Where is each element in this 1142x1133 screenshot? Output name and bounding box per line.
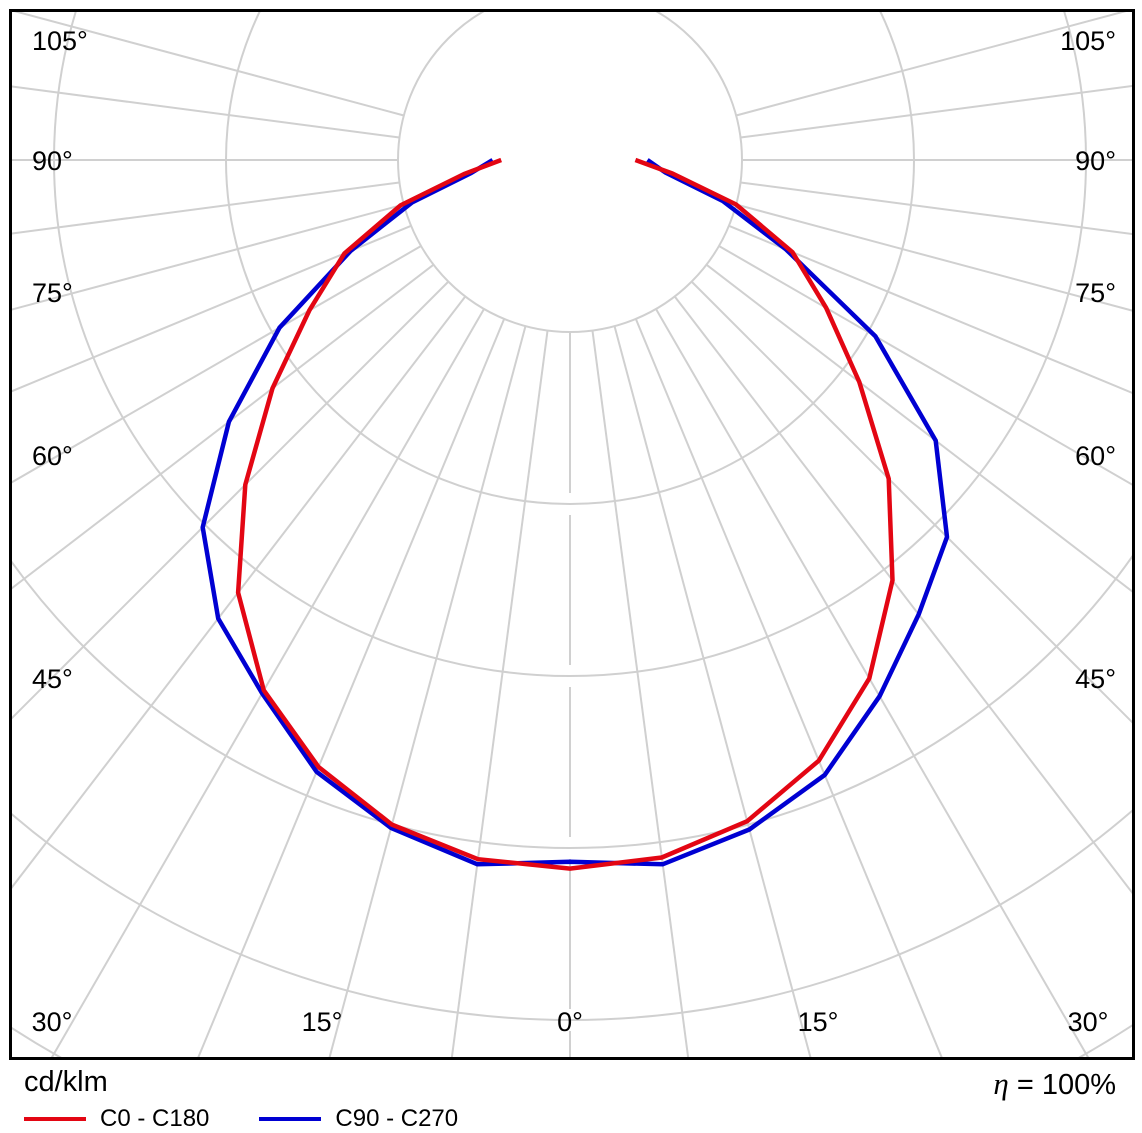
grid-ray-l7.5 — [450, 330, 549, 1057]
legend-item-c90-c270: C90 - C270 — [259, 1105, 458, 1133]
angle-label-bottom-0-30°: 30° — [32, 1007, 73, 1037]
angle-label-left-105°: 105° — [32, 26, 88, 56]
grid-ray-r97.5 — [740, 85, 1132, 139]
grid-ray-r82.5 — [740, 181, 1132, 235]
curve-C0-C180 — [235, 157, 895, 871]
grid-ray-r60 — [718, 245, 1132, 486]
grid-ray-l105 — [13, 12, 405, 117]
grid-ray-r75 — [735, 203, 1132, 312]
angle-label-left-60°: 60° — [32, 441, 73, 471]
legend-line-blue — [259, 1117, 322, 1121]
legend-label-c90-c270: C90 - C270 — [335, 1105, 459, 1132]
grid-ray-r45 — [690, 280, 1132, 724]
grid-ray-l37.5 — [12, 295, 467, 889]
grid-ray-r67.5 — [728, 224, 1132, 394]
polar-plot-area: 105° 105° 90° 90° 75° 75° 60° 60° 45° 45° 30° 15° 0°… — [9, 9, 1135, 1060]
grid-ray-l75 — [12, 203, 405, 311]
angle-label-right-75°: 75° — [1075, 278, 1116, 308]
angle-label-bottom-4-30°: 30° — [1068, 1007, 1109, 1037]
angle-label-left-90°: 90° — [32, 146, 73, 176]
grid-ray-r30 — [655, 308, 1090, 1057]
grid-ray-l82.5 — [12, 181, 400, 235]
angle-label-right-45°: 45° — [1075, 664, 1116, 694]
grid-ray-l60 — [12, 245, 422, 484]
angle-label-right-105°: 105° — [1060, 26, 1116, 56]
grid-ray-r22.5 — [634, 318, 943, 1057]
angle-label-left-75°: 75° — [32, 278, 73, 308]
grid-ray-l30 — [50, 308, 485, 1057]
grid-ring-5 — [12, 809, 1132, 1021]
polar-chart-svg: 105° 105° 90° 90° 75° 75° 60° 60° 45° 45° 30° 15° 0°… — [12, 12, 1132, 1057]
angle-label-right-60°: 60° — [1075, 441, 1116, 471]
grid-ray-l52.5 — [12, 263, 435, 590]
grid-ray-r15 — [613, 325, 812, 1057]
legend-line-red — [24, 1117, 86, 1121]
grid-ray-l45 — [12, 280, 450, 720]
grid-ring-1 — [397, 12, 743, 333]
efficiency-value: = 100% — [1016, 1069, 1116, 1101]
grid-ray-l67.5 — [12, 224, 412, 393]
grid-ray-l97.5 — [12, 85, 400, 139]
legend-item-c0-c180: C0 - C180 — [24, 1105, 209, 1133]
curve-C90-C270 — [200, 158, 950, 867]
angle-label-bottom-1-15°: 15° — [302, 1007, 343, 1037]
angle-label-right-90°: 90° — [1075, 146, 1116, 176]
grid-ring-4 — [12, 555, 1132, 849]
grid-ray-l22.5 — [197, 318, 506, 1057]
grid-ray-r37.5 — [673, 295, 1132, 895]
grid-ray-l15 — [328, 325, 527, 1057]
grid-ray-r105 — [735, 12, 1127, 117]
grid-ray-r7.5 — [591, 330, 690, 1057]
legend-label-c0-c180: C0 - C180 — [100, 1105, 210, 1132]
eta-symbol: η — [993, 1066, 1009, 1101]
angle-label-bottom-2-0°: 0° — [557, 1007, 583, 1037]
angle-label-left-45°: 45° — [32, 664, 73, 694]
efficiency-label: η = 100% — [993, 1066, 1116, 1102]
grid-ray-r52.5 — [705, 263, 1132, 593]
angle-label-bottom-3-15°: 15° — [798, 1007, 839, 1037]
grid-ring-6 — [12, 1024, 1132, 1057]
units-label: cd/klm — [24, 1066, 108, 1098]
legend: C0 - C180 C90 - C270 — [24, 1105, 458, 1133]
